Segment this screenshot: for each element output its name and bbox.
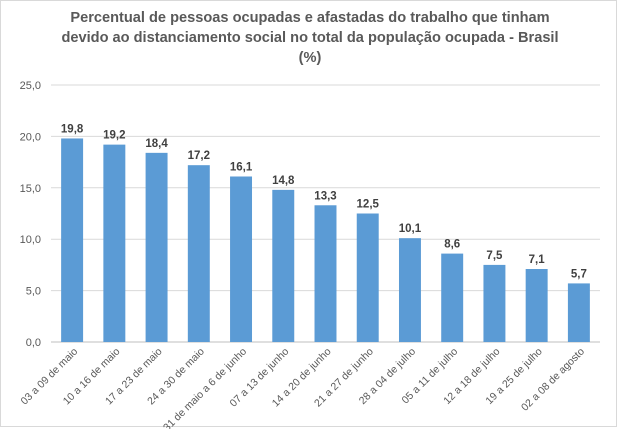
y-tick-label: 25,0 xyxy=(20,80,41,92)
data-label: 5,7 xyxy=(571,268,587,280)
data-label: 19,8 xyxy=(61,123,84,135)
data-label: 14,8 xyxy=(272,175,295,187)
chart-title: Percentual de pessoas ocupadas e afastad… xyxy=(40,8,580,68)
data-label: 17,2 xyxy=(188,150,210,162)
bar xyxy=(441,253,464,342)
bar xyxy=(187,165,210,342)
y-tick-label: 5,0 xyxy=(26,286,41,298)
bar xyxy=(230,176,253,342)
bar xyxy=(567,283,590,342)
data-label: 19,2 xyxy=(103,130,125,142)
bar xyxy=(272,189,295,342)
y-tick-label: 15,0 xyxy=(20,183,41,195)
bar xyxy=(61,138,84,342)
data-label: 8,6 xyxy=(444,239,460,251)
y-tick-label: 20,0 xyxy=(20,131,41,143)
bar xyxy=(483,264,506,342)
bar xyxy=(398,238,421,342)
data-label: 7,5 xyxy=(486,250,503,262)
chart-title-line-2: devido ao distanciamento social no total… xyxy=(61,30,559,46)
bar xyxy=(314,205,337,342)
bar xyxy=(103,144,126,342)
data-label: 13,3 xyxy=(314,190,336,202)
bar xyxy=(356,213,379,342)
bar xyxy=(525,269,548,342)
data-label: 10,1 xyxy=(399,223,422,235)
data-labels: 19,8 19,2 18,4 17,2 16,1 14,8 13,3 12,5 10,1 8,6 7… xyxy=(61,123,587,280)
bars xyxy=(61,138,590,342)
y-tick-label: 10,0 xyxy=(20,234,41,246)
y-tick-label: 0,0 xyxy=(26,337,41,349)
x-tick-label: 31 de maio a 6 de junho xyxy=(161,346,249,429)
data-label: 18,4 xyxy=(145,138,168,150)
chart-title-line-1: Percentual de pessoas ocupadas e afastad… xyxy=(70,10,550,26)
bar xyxy=(145,152,168,342)
data-label: 12,5 xyxy=(357,199,380,211)
data-label: 7,1 xyxy=(529,254,546,266)
y-axis: 0,0 5,0 10,0 15,0 20,0 25,0 xyxy=(20,80,41,349)
chart-title-line-3: (%) xyxy=(298,50,322,66)
data-label: 16,1 xyxy=(230,161,253,173)
